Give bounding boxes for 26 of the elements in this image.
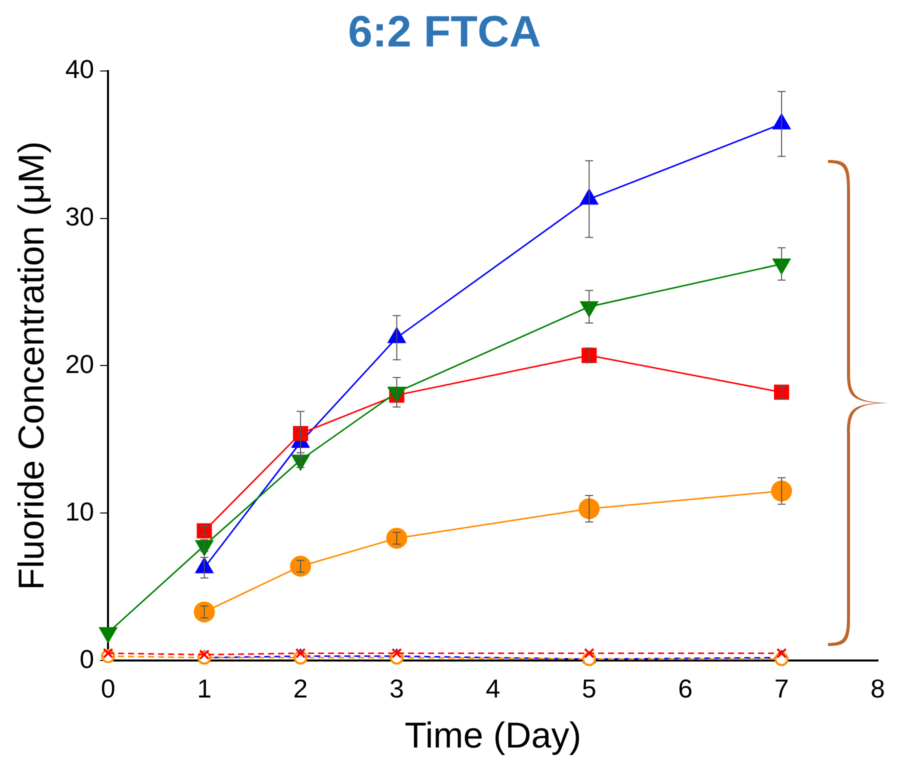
y-tick-label: 10 xyxy=(65,496,94,526)
x-tick-label: 4 xyxy=(486,673,500,704)
point xyxy=(386,528,408,549)
point xyxy=(584,648,594,658)
point xyxy=(776,648,787,658)
x-tick-label: 5 xyxy=(582,673,596,704)
x-axis-title: Time (Day) xyxy=(404,714,582,756)
x-tick-label: 0 xyxy=(100,673,116,704)
y-axis-title: Fluoride Concentration (μM) xyxy=(10,141,52,590)
point xyxy=(774,384,790,400)
y-tick-label: 40 xyxy=(65,54,94,84)
point xyxy=(771,480,792,502)
y-tick-label: 20 xyxy=(65,348,94,379)
x-tick-label: 7 xyxy=(774,673,789,704)
point xyxy=(194,601,215,622)
x-tick-label: 3 xyxy=(390,673,404,704)
point xyxy=(196,523,212,538)
y-tick-label: 0 xyxy=(80,644,94,674)
point xyxy=(290,556,312,577)
y-tick-label: 30 xyxy=(65,201,94,232)
x-tick-label: 6 xyxy=(678,673,693,704)
chart-title: 6:2 FTCA xyxy=(348,8,542,57)
point xyxy=(578,498,600,520)
x-tick-label: 1 xyxy=(197,673,212,704)
x-tick-label: 8 xyxy=(870,673,886,704)
x-tick-label: 2 xyxy=(293,673,308,704)
